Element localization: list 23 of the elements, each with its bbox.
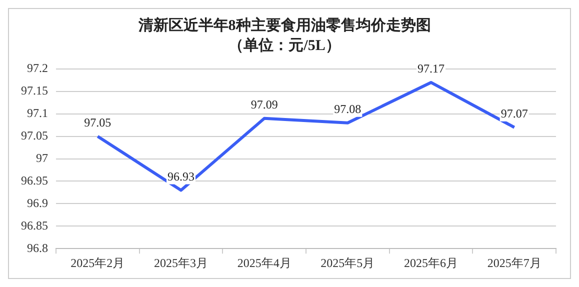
x-tick-label: 2025年3月 — [154, 256, 208, 270]
x-tick-label: 2025年4月 — [237, 256, 292, 270]
data-label: 97.09 — [250, 98, 278, 112]
x-tick-label: 2025年7月 — [487, 256, 542, 270]
x-tick-label: 2025年2月 — [70, 256, 125, 270]
y-tick-label: 97.1 — [27, 106, 48, 120]
y-tick-label: 97 — [36, 150, 48, 165]
data-label: 97.05 — [84, 116, 112, 130]
x-tick-label: 2025年6月 — [404, 256, 458, 270]
x-tick-label: 2025年5月 — [320, 256, 375, 270]
data-label: 97.08 — [334, 102, 362, 116]
y-tick-label: 96.8 — [27, 240, 48, 255]
data-label: 97.17 — [418, 62, 444, 76]
y-tick-label: 97.2 — [27, 61, 48, 76]
y-tick-label: 96.85 — [21, 218, 48, 232]
y-tick-label: 96.95 — [21, 173, 48, 188]
data-label: 96.93 — [168, 169, 194, 184]
chart-title: 清新区近半年8种主要食用油零售均价走势图 — [137, 16, 431, 34]
y-tick-label: 97.05 — [21, 128, 48, 143]
y-tick-label: 97.15 — [21, 84, 48, 98]
y-tick-label: 96.9 — [27, 196, 48, 210]
data-label: 97.07 — [500, 106, 528, 121]
chart-subtitle: （单位：元/5L） — [228, 36, 340, 54]
